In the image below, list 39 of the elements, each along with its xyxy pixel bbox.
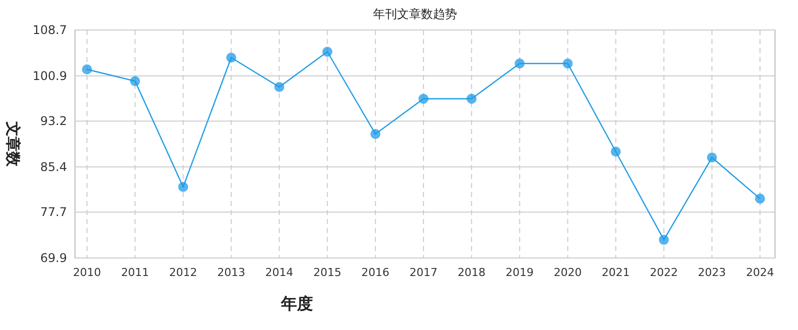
point [178, 182, 188, 192]
chart-title: 年刊文章数趋势 [373, 7, 457, 21]
point [610, 146, 621, 157]
x-tick-label: 2016 [361, 266, 390, 279]
point [370, 129, 380, 140]
point [514, 58, 525, 68]
x-tick-label: 2012 [169, 266, 198, 279]
x-tick-label: 2021 [602, 266, 630, 279]
point [658, 234, 669, 245]
y-tick-label: 93.2 [40, 114, 67, 128]
point [82, 64, 92, 74]
x-tick-label: 2013 [217, 266, 246, 279]
x-tick-label: 2019 [506, 266, 534, 279]
point [466, 94, 477, 104]
point [130, 76, 140, 86]
y-tick-label: 85.4 [40, 160, 67, 174]
point [562, 58, 573, 68]
x-tick-label: 2022 [650, 266, 678, 279]
y-tick-label: 77.7 [40, 205, 67, 220]
x-tick-label: 2011 [121, 266, 150, 279]
x-tick-label: 2014 [265, 266, 294, 279]
point [706, 152, 717, 163]
point [274, 82, 284, 92]
y-tick-label: 100.9 [32, 68, 67, 83]
x-tick-label: 2010 [73, 266, 101, 279]
x-tick-label: 2017 [410, 266, 438, 279]
point [418, 94, 428, 104]
x-tick-label: 2023 [698, 266, 726, 279]
x-tick-label: 2020 [554, 266, 582, 279]
point [755, 194, 765, 204]
y-tick-label: 108.7 [32, 23, 67, 37]
x-tick-label: 2018 [458, 266, 486, 279]
point [226, 52, 236, 63]
x-axis-title: 年度 [280, 294, 313, 313]
y-tick-label: 69.9 [40, 251, 67, 265]
x-tick-label: 2015 [313, 266, 342, 279]
y-axis-title: 文章数 [4, 120, 22, 168]
point [322, 46, 332, 57]
x-tick-label: 2024 [746, 266, 774, 279]
